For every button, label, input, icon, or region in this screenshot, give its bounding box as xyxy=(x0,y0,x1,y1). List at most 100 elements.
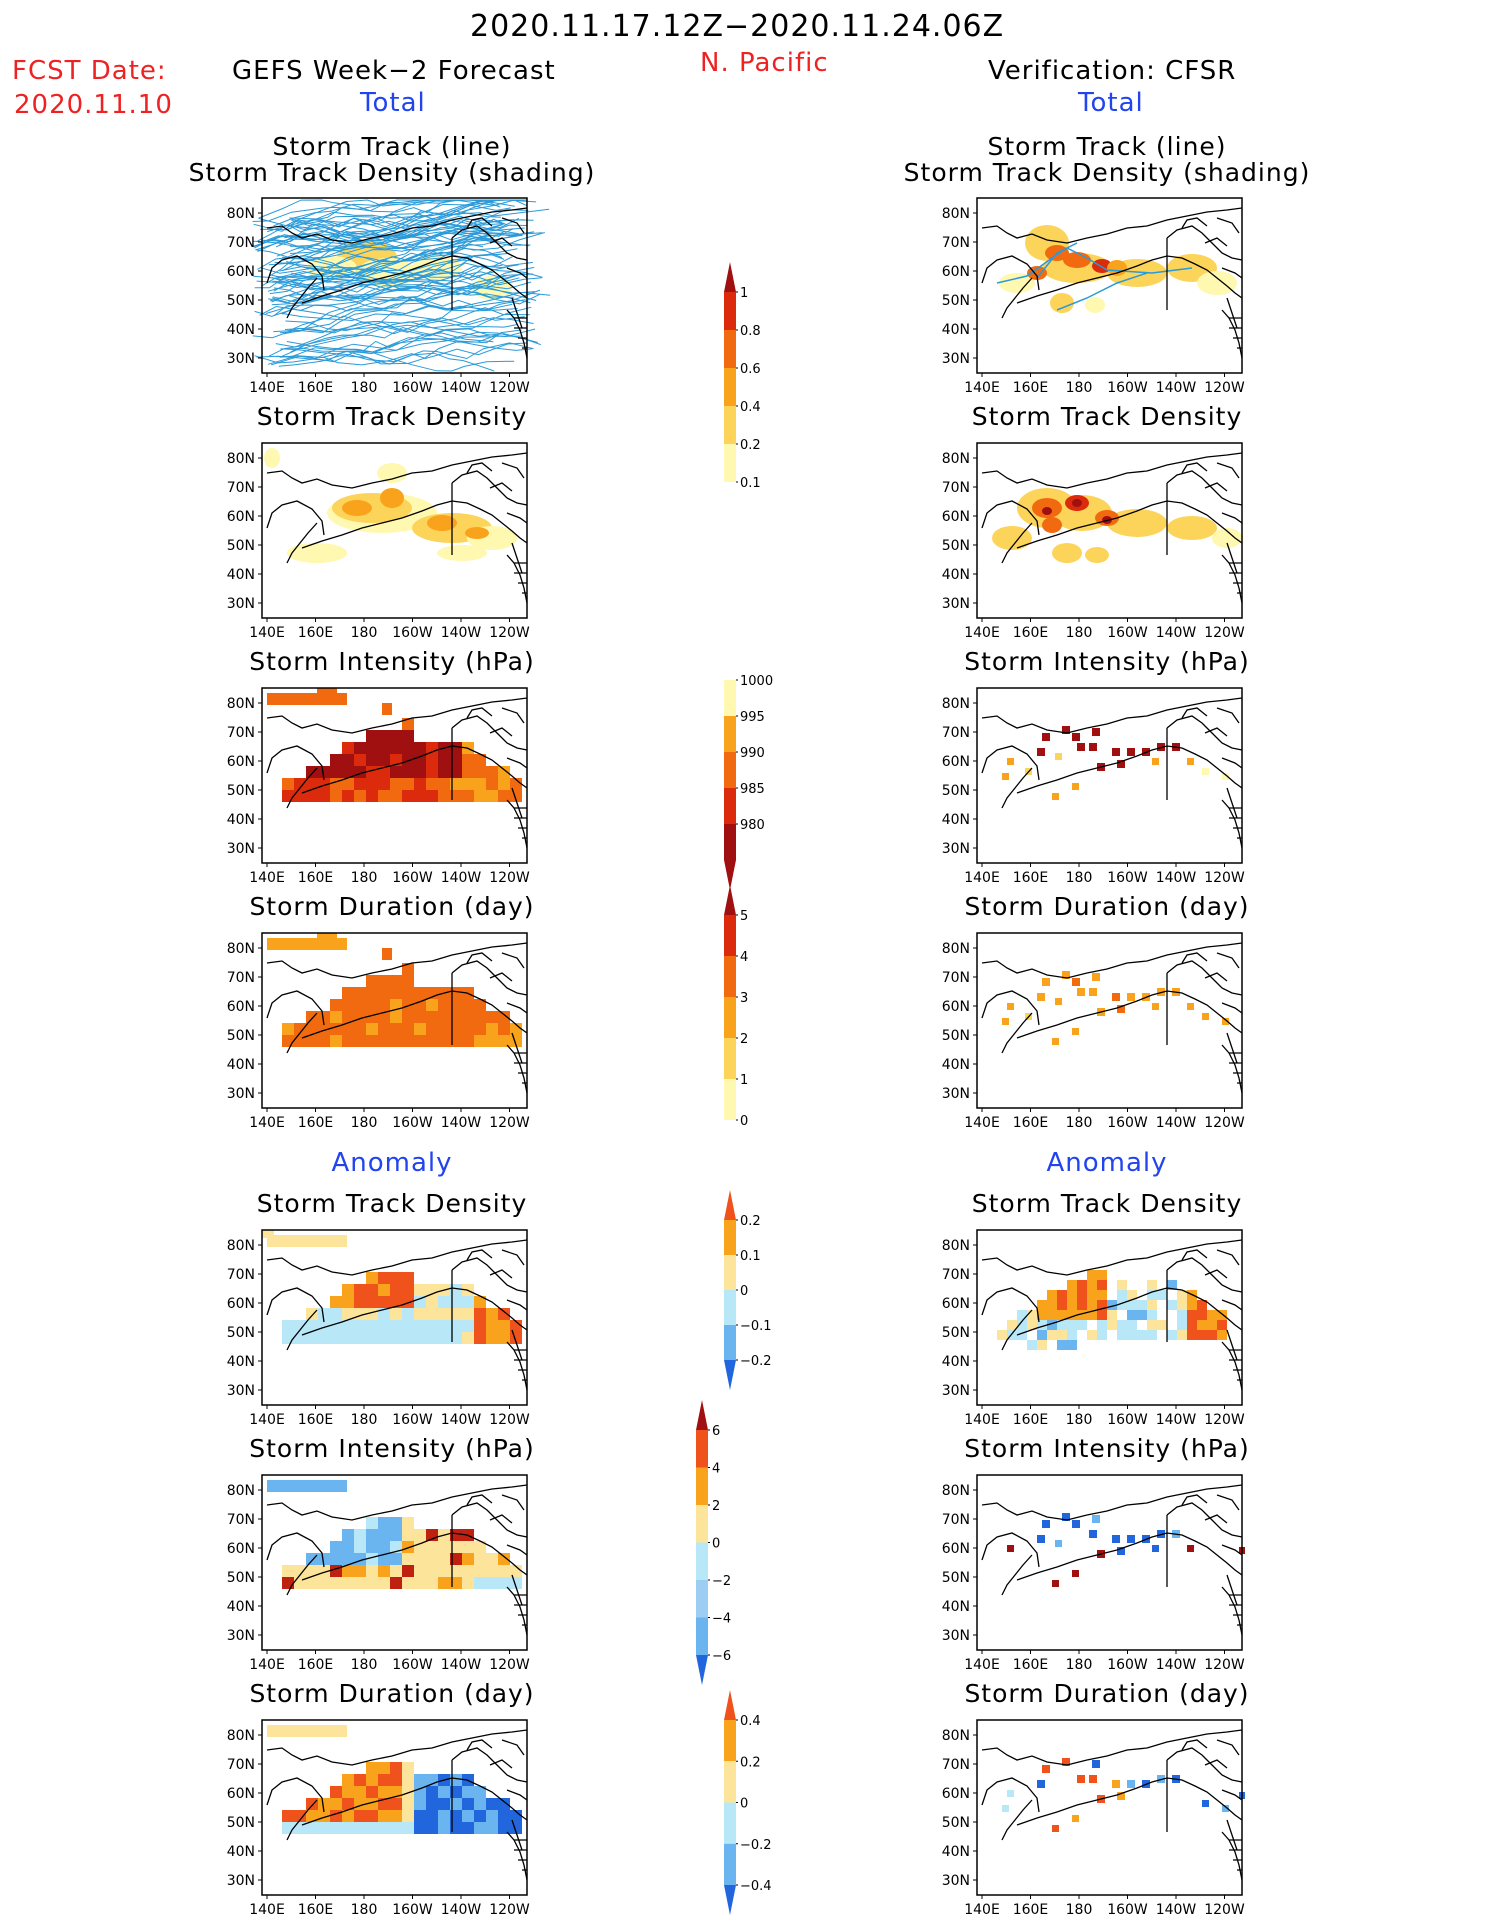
anomaly-cell xyxy=(402,1517,414,1529)
anomaly-cell xyxy=(1077,1775,1085,1783)
right-duration-anom-map: 80N 70N 60N 50N 40N 30N 140E 160E 180 160W 140W 120… xyxy=(942,1719,1307,1918)
anomaly-cell xyxy=(498,1553,510,1565)
duration-cell xyxy=(462,1023,474,1035)
intensity-cell xyxy=(342,766,354,778)
lon-label: 140W xyxy=(441,625,482,641)
lon-label: 160E xyxy=(1013,1115,1049,1131)
coastline xyxy=(286,522,318,564)
anomaly-cell xyxy=(1152,1545,1159,1552)
intensity-cell xyxy=(306,790,318,802)
duration-cell xyxy=(378,999,390,1011)
anomaly-cell xyxy=(1127,1310,1137,1320)
anomaly-cell xyxy=(354,1320,366,1332)
coastline xyxy=(981,1502,1088,1521)
right-intensity-anom-map: 80N 70N 60N 50N 40N 30N 140E 160E 180 160W 140W 120… xyxy=(942,1474,1307,1673)
duration-cell xyxy=(450,987,462,999)
coastline xyxy=(266,715,373,734)
colorbar-label: −0.1 xyxy=(740,1319,772,1334)
anomaly-cell xyxy=(267,1235,347,1247)
left-track-line-map-frame: 80N 70N 60N 50N 40N 30N 140E 160E 180 160W 140W 120… xyxy=(227,197,530,396)
anomaly-cell xyxy=(1222,1805,1229,1812)
storm-track-line xyxy=(260,267,494,283)
density-shading xyxy=(999,273,1035,293)
coastline xyxy=(981,1747,1088,1766)
lat-label: 40N xyxy=(227,1354,255,1370)
duration-cell xyxy=(330,999,342,1011)
anomaly-cell xyxy=(366,1774,378,1786)
storm-track-line xyxy=(273,299,526,334)
lon-label: 160W xyxy=(392,625,433,641)
coastline xyxy=(1166,1747,1243,1783)
anomaly-cell xyxy=(438,1308,450,1320)
right-track-line-map-frame: 80N 70N 60N 50N 40N 30N 140E 160E 180 160W 140W 120… xyxy=(942,197,1245,396)
anomaly-cell xyxy=(1112,1535,1120,1543)
anomaly-cell xyxy=(414,1284,426,1296)
anomaly-cell xyxy=(462,1553,474,1565)
coastline xyxy=(1181,1739,1243,1801)
coastline xyxy=(1086,697,1243,729)
intensity-cell xyxy=(1152,758,1159,765)
lat-label: 60N xyxy=(942,1541,970,1557)
storm-track-line xyxy=(256,332,494,362)
duration-cell xyxy=(390,999,402,1011)
anomaly-cell xyxy=(450,1308,462,1320)
coastline xyxy=(266,255,325,291)
colorbar-label: −0.2 xyxy=(740,1838,772,1853)
lat-label: 80N xyxy=(227,206,255,222)
colorbar-label: 0 xyxy=(712,1537,720,1552)
duration-cell xyxy=(438,1035,450,1047)
anomaly-cell xyxy=(498,1320,510,1332)
coastline xyxy=(1166,715,1243,751)
coastline xyxy=(466,707,528,769)
anomaly-cell xyxy=(414,1774,426,1786)
duration-cell xyxy=(414,1011,426,1023)
anomaly-cell xyxy=(1117,1330,1127,1340)
lon-label: 180 xyxy=(351,1657,378,1673)
colorbar-segment xyxy=(696,1655,708,1685)
colorbar-segment xyxy=(724,997,736,1038)
duration-cell xyxy=(1092,973,1100,981)
storm-track-line xyxy=(252,231,489,247)
anomaly-cell xyxy=(330,1786,342,1798)
colorbar-label: 3 xyxy=(740,991,748,1006)
lat-label: 80N xyxy=(942,451,970,467)
density-shading xyxy=(1042,517,1062,533)
anomaly-cell xyxy=(426,1786,438,1798)
lat-label: 70N xyxy=(942,725,970,741)
coastline xyxy=(981,500,1040,536)
intensity-cell xyxy=(1222,773,1229,780)
lat-label: 50N xyxy=(227,1325,255,1341)
lon-label: 120W xyxy=(1204,1412,1245,1428)
lat-label: 40N xyxy=(227,1599,255,1615)
left-anomaly-label: Anomaly xyxy=(331,1148,453,1178)
coastline xyxy=(981,1532,1040,1568)
duration-cell xyxy=(330,1023,342,1035)
fcst-date-value: 2020.11.10 xyxy=(14,90,173,120)
storm-track-line xyxy=(268,223,504,266)
lon-label: 120W xyxy=(1204,380,1245,396)
lat-label: 80N xyxy=(942,1238,970,1254)
duration-cell xyxy=(438,999,450,1011)
duration-cell xyxy=(354,1023,366,1035)
lon-label: 140W xyxy=(441,870,482,886)
lon-label: 160E xyxy=(298,1902,334,1918)
anomaly-cell xyxy=(486,1308,498,1320)
map-border xyxy=(261,197,528,374)
colorbar-duration-anom: 0.4 0.2 0 −0.2 −0.4 xyxy=(718,1690,808,1919)
left-density-map: 80N 70N 60N 50N 40N 30N 140E 160E 180 160W 140W 120… xyxy=(227,442,592,641)
lon-label: 140E xyxy=(249,1115,285,1131)
left-intensity-map: 80N 70N 60N 50N 40N 30N 140E 160E 180 160W 140W 120… xyxy=(227,687,592,886)
anomaly-cell xyxy=(1107,1310,1117,1320)
anomaly-cell xyxy=(450,1565,462,1577)
duration-cell xyxy=(1055,998,1062,1005)
anomaly-cell xyxy=(1027,1340,1037,1350)
duration-cell xyxy=(294,1023,306,1035)
anomaly-cell xyxy=(378,1798,390,1810)
duration-cell xyxy=(1002,1018,1009,1025)
anomaly-cell xyxy=(438,1822,450,1834)
intensity-cell xyxy=(498,790,510,802)
anomaly-cell xyxy=(378,1762,390,1774)
lat-label: 80N xyxy=(942,696,970,712)
duration-cell xyxy=(342,987,354,999)
lat-label: 40N xyxy=(942,812,970,828)
